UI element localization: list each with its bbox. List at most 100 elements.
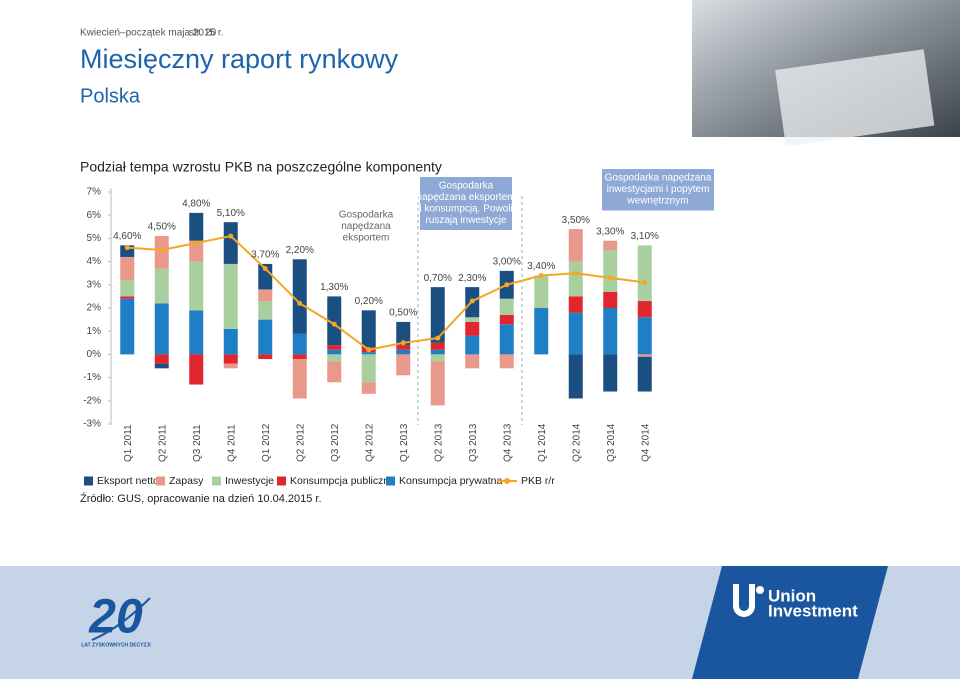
gdp-value-label: 0,50% bbox=[389, 308, 417, 319]
bar-segment bbox=[603, 291, 618, 308]
gdp-marker bbox=[366, 347, 372, 353]
x-tick-label: Q2 2013 bbox=[433, 423, 444, 462]
gdp-marker bbox=[331, 321, 337, 327]
x-tick-label: Q1 2013 bbox=[399, 423, 410, 462]
bar-segment bbox=[189, 310, 204, 355]
y-tick-label: 5% bbox=[87, 233, 102, 244]
bar-segment bbox=[534, 308, 549, 355]
legend-swatch bbox=[386, 476, 395, 486]
bar-segment bbox=[223, 354, 238, 364]
bar-segment bbox=[258, 354, 273, 360]
x-tick-label: Q3 2013 bbox=[468, 423, 479, 462]
legend-label: PKB r/r bbox=[521, 475, 555, 487]
gdp-marker bbox=[435, 335, 441, 341]
x-tick-label: Q3 2014 bbox=[606, 423, 617, 462]
gdp-marker bbox=[573, 270, 579, 276]
brand-dot bbox=[756, 586, 764, 594]
bar-segment bbox=[189, 212, 204, 241]
bar-segment bbox=[465, 354, 480, 369]
bar-segment bbox=[430, 361, 445, 406]
legend-marker bbox=[504, 478, 510, 484]
bar-segment bbox=[327, 345, 342, 350]
legend-label: Zapasy bbox=[169, 475, 204, 487]
header-title: Miesięczny raport rynkowy bbox=[80, 44, 399, 74]
bar-segment bbox=[292, 359, 307, 399]
gdp-value-label: 3,30% bbox=[596, 226, 624, 237]
anniversary-swoosh bbox=[91, 597, 151, 641]
bar-segment bbox=[603, 354, 618, 392]
gdp-value-label: 3,40% bbox=[527, 261, 555, 272]
annotation-text: napędzana bbox=[341, 221, 391, 232]
legend-label: Konsumpcja prywatna bbox=[399, 475, 502, 487]
bar-segment bbox=[637, 245, 652, 302]
legend-swatch bbox=[156, 476, 165, 486]
annotation-text: inwestycjami i popytem bbox=[607, 184, 710, 195]
bar-segment bbox=[603, 240, 618, 250]
legend-label: Eksport netto bbox=[97, 475, 159, 487]
bar-segment bbox=[189, 354, 204, 385]
gdp-marker bbox=[124, 245, 130, 251]
x-tick-label: Q2 2014 bbox=[571, 423, 582, 462]
bar-segment bbox=[568, 312, 583, 355]
bar-segment bbox=[499, 354, 514, 369]
y-tick-label: -3% bbox=[83, 419, 101, 430]
brand-panel bbox=[692, 566, 888, 679]
bar-segment bbox=[499, 298, 514, 315]
source-note: Źródło: GUS, opracowanie na dzień 10.04.… bbox=[80, 492, 322, 505]
bar-segment bbox=[603, 308, 618, 355]
annotation-text: i konsumpcją. Powoli bbox=[419, 204, 512, 215]
y-tick-label: 6% bbox=[87, 210, 102, 221]
bar-segment bbox=[361, 352, 376, 355]
bar-segment bbox=[465, 317, 480, 322]
annotation-text: ruszają inwestycje bbox=[425, 215, 507, 226]
anniversary-caption: LAT ZYSKOWNYCH DECYZJI bbox=[81, 642, 151, 648]
gdp-marker bbox=[262, 266, 268, 272]
bar-segment bbox=[637, 317, 652, 355]
bar-segment bbox=[120, 280, 135, 297]
annotation-text: Gospodarka bbox=[339, 210, 394, 221]
gdp-value-label: 0,70% bbox=[424, 273, 452, 284]
bar-segment bbox=[292, 259, 307, 334]
bar-segment bbox=[154, 363, 169, 369]
bar-segment bbox=[189, 240, 204, 262]
annotation-text: napędzana eksportem bbox=[417, 192, 516, 203]
y-tick-label: 4% bbox=[87, 256, 102, 267]
bar-segment bbox=[223, 363, 238, 369]
x-tick-label: Q3 2011 bbox=[192, 424, 203, 462]
x-tick-label: Q4 2012 bbox=[364, 423, 375, 462]
bar-segment bbox=[430, 287, 445, 343]
annotation-text: Gospodarka napędzana bbox=[605, 173, 712, 184]
bar-segment bbox=[189, 261, 204, 311]
bar-segment bbox=[292, 354, 307, 360]
y-tick-label: 0% bbox=[87, 349, 102, 360]
annotation-box bbox=[602, 169, 714, 211]
gdp-value-label: 2,20% bbox=[286, 245, 314, 256]
x-tick-label: Q4 2014 bbox=[640, 423, 651, 462]
gdp-value-label: 5,10% bbox=[217, 208, 245, 219]
brand-name: Union bbox=[768, 586, 816, 605]
y-tick-label: 2% bbox=[87, 303, 102, 314]
bar-segment bbox=[223, 328, 238, 355]
gdp-marker bbox=[228, 233, 234, 239]
bar-segment bbox=[637, 301, 652, 318]
x-tick-label: Q3 2012 bbox=[330, 423, 341, 462]
annotation-text: eksportem bbox=[343, 233, 390, 244]
bar-segment bbox=[568, 296, 583, 313]
bar-segment bbox=[327, 296, 342, 346]
bar-segment bbox=[120, 245, 135, 257]
x-tick-label: Q4 2013 bbox=[502, 423, 513, 462]
bar-segment bbox=[120, 256, 135, 281]
photo-paper bbox=[775, 49, 935, 147]
bar-segment bbox=[465, 335, 480, 355]
plot-area: -3% -2% -1% 0% 1% 2% 3% 4% 5% 6% 7% Q1 2011 Q2 2011 Q… bbox=[83, 169, 714, 487]
bar-segment bbox=[396, 321, 411, 346]
gdp-line bbox=[127, 234, 645, 351]
gdp-marker bbox=[504, 282, 510, 288]
y-tick-label: 1% bbox=[87, 326, 102, 337]
gdp-marker bbox=[469, 298, 475, 304]
annotation-text: wewnętrznym bbox=[626, 196, 688, 207]
bar-segment bbox=[361, 310, 376, 348]
gdp-value-label: 2,30% bbox=[458, 273, 486, 284]
gdp-value-label: 3,70% bbox=[251, 250, 279, 261]
